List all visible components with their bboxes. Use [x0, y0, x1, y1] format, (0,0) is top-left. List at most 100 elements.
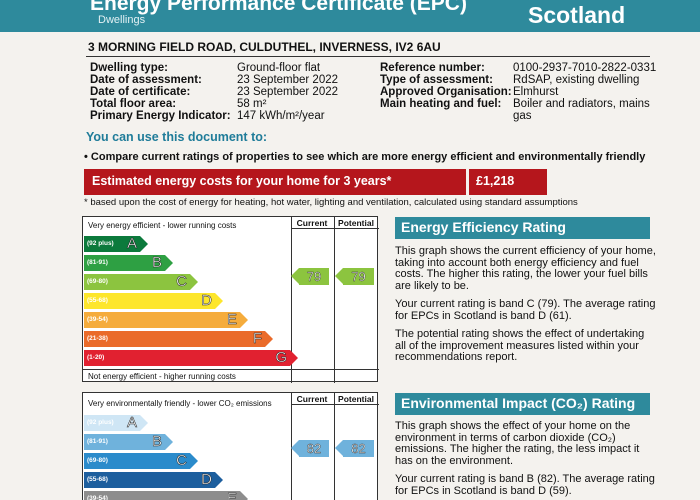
- energy-costs-label: Estimated energy costs for your home for…: [92, 174, 392, 188]
- rating-band-d: (55-68) D: [84, 292, 223, 310]
- certificate-title: Energy Performance Certificate (EPC): [90, 0, 467, 15]
- rating-band-a: (92 plus) A: [84, 414, 148, 432]
- potential-column-header: Potential: [338, 394, 374, 404]
- current-column-header: Current: [296, 394, 328, 404]
- usage-heading: You can use this document to:: [86, 130, 268, 144]
- detail-value: 23 September 2022: [237, 86, 339, 98]
- chart-divider: [291, 228, 379, 229]
- detail-row: Date of assessment: 23 September 2022: [90, 74, 338, 86]
- detail-value: 0100-2937-7010-2822-0331: [513, 62, 657, 74]
- paragraph: The potential rating shows the effect of…: [395, 328, 645, 363]
- rating-band-e: (39-54) E: [84, 490, 248, 500]
- energy-efficiency-chart: Very energy efficient - lower running co…: [82, 216, 379, 383]
- detail-row: Type of assessment: RdSAP, existing dwell…: [380, 74, 661, 86]
- environmental-impact-text: This graph shows the effect of your home…: [395, 420, 657, 500]
- current-rating-arrow: 79: [291, 268, 329, 285]
- country-label: Scotland: [528, 2, 626, 28]
- band-letter: C: [176, 273, 187, 291]
- detail-label: Dwelling type:: [90, 62, 168, 74]
- potential-column-header: Potential: [338, 218, 374, 228]
- band-range: (69-80): [87, 457, 108, 464]
- chart-divider: [291, 217, 292, 383]
- environmental-impact-heading: Environmental Impact (CO₂) Rating: [395, 393, 650, 415]
- paragraph: Your current rating is band B (82). The …: [395, 473, 655, 497]
- detail-label: Primary Energy Indicator:: [90, 110, 231, 122]
- detail-value: Ground-floor flat: [237, 62, 321, 74]
- rating-band-b: (81-91) B: [84, 433, 173, 451]
- band-range: (55-68): [87, 476, 108, 483]
- band-range: (69-80): [87, 278, 108, 285]
- detail-label: Total floor area:: [90, 98, 177, 110]
- property-address: 3 MORNING FIELD ROAD, CULDUTHEL, INVERNE…: [88, 40, 441, 54]
- detail-row: Dwelling type: Ground-floor flat: [90, 62, 338, 74]
- usage-bullet-text: Compare current ratings of properties to…: [90, 151, 646, 163]
- usage-bullet: • Compare current ratings of properties …: [84, 151, 646, 163]
- detail-label: Reference number:: [380, 62, 485, 74]
- rating-band-e: (39-54) E: [84, 311, 248, 329]
- detail-label: Date of certificate:: [90, 86, 191, 98]
- detail-row: Reference number: 0100-2937-7010-2822-033…: [380, 62, 661, 74]
- energy-costs-value: £1,218: [476, 174, 515, 188]
- band-letter: A: [126, 414, 138, 432]
- detail-row: Date of certificate: 23 September 2022: [90, 86, 338, 98]
- band-letter: D: [201, 471, 212, 489]
- rating-band-d: (55-68) D: [84, 471, 223, 489]
- environmental-impact-chart: Very environmentally friendly - lower CO…: [82, 392, 379, 500]
- detail-value: 58 m²: [237, 98, 267, 110]
- band-range: (55-68): [87, 297, 108, 304]
- band-range: (92 plus): [87, 240, 114, 247]
- detail-value: RdSAP, existing dwelling: [513, 74, 640, 86]
- band-letter: A: [126, 235, 138, 253]
- detail-value: 23 September 2022: [237, 74, 339, 86]
- chart-divider: [334, 393, 335, 500]
- detail-row: Total floor area: 58 m²: [90, 98, 338, 110]
- band-letter: E: [226, 490, 238, 500]
- reference-details: Reference number: 0100-2937-7010-2822-033…: [380, 62, 661, 122]
- band-range: (39-54): [87, 495, 108, 500]
- band-letter: B: [151, 254, 163, 272]
- energy-efficiency-heading: Energy Efficiency Rating: [395, 217, 650, 239]
- detail-row: Main heating and fuel: Boiler and radiato…: [380, 98, 661, 122]
- chart-divider: [83, 369, 379, 370]
- detail-row: Approved Organisation: Elmhurst: [380, 86, 661, 98]
- energy-costs-footnote: * based upon the cost of energy for heat…: [84, 197, 578, 208]
- potential-rating-arrow: 79: [335, 268, 374, 285]
- energy-efficiency-text: This graph shows the current efficiency …: [395, 245, 657, 371]
- current-column-header: Current: [296, 218, 328, 228]
- band-range: (81-91): [87, 259, 108, 266]
- detail-value: Boiler and radiators, mains gas: [513, 98, 650, 122]
- paragraph: This graph shows the effect of your home…: [395, 420, 640, 467]
- energy-costs-bar: Estimated energy costs for your home for…: [84, 169, 547, 195]
- rating-band-g: (1-20) G: [84, 349, 298, 367]
- detail-value: 147 kWh/m²/year: [237, 110, 325, 122]
- detail-value: Elmhurst: [513, 86, 559, 98]
- band-range: (39-54): [87, 316, 108, 323]
- rating-band-f: (21-38) F: [84, 330, 273, 347]
- chart-divider: [291, 404, 379, 405]
- band-range: (81-91): [87, 438, 108, 445]
- band-letter: C: [176, 452, 187, 470]
- chart-divider: [334, 217, 335, 383]
- address-divider: [86, 56, 650, 57]
- band-letter: E: [226, 311, 238, 329]
- rating-band-c: (69-80) C: [84, 273, 198, 291]
- dwelling-details: Dwelling type: Ground-floor flat Date of …: [90, 62, 338, 122]
- detail-row: Primary Energy Indicator: 147 kWh/m²/year: [90, 110, 338, 122]
- certificate-subtitle: Dwellings: [98, 14, 146, 26]
- paragraph: Your current rating is band C (79). The …: [395, 298, 656, 322]
- detail-label: Main heating and fuel:: [380, 98, 502, 110]
- band-range: (1-20): [87, 354, 105, 361]
- rating-band-c: (69-80) C: [84, 452, 198, 470]
- band-range: (92 plus): [87, 419, 114, 426]
- paragraph: This graph shows the current efficiency …: [395, 245, 656, 292]
- band-letter: B: [151, 433, 163, 451]
- current-rating-arrow: 82: [291, 440, 329, 457]
- chart-top-label: Very environmentally friendly - lower CO…: [88, 399, 272, 408]
- energy-costs-separator: [466, 169, 469, 195]
- certificate-header: Energy Performance Certificate (EPC) Dwe…: [0, 0, 700, 32]
- potential-rating-arrow: 82: [335, 440, 374, 457]
- rating-band-b: (81-91) B: [84, 254, 173, 272]
- band-letter: G: [275, 349, 287, 367]
- detail-label: Approved Organisation:: [380, 86, 512, 98]
- band-letter: D: [201, 292, 212, 310]
